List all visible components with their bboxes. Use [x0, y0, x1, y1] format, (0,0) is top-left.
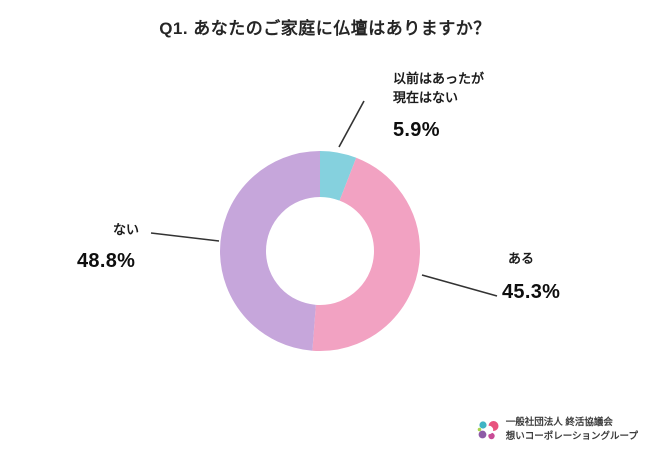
org-name: 一般社団法人 終活協議会 想いコーポレーショングループ [506, 416, 638, 445]
org-logo-icon [477, 420, 499, 439]
donut-segments [220, 151, 420, 351]
segment-value-prev: 5.9% [393, 119, 440, 141]
org-logo: 一般社団法人 終活協議会 想いコーポレーショングループ [475, 416, 638, 445]
callout-line-prev [338, 100, 365, 148]
callout-line-yes [421, 274, 498, 297]
segment-label-yes: ある [508, 251, 535, 266]
callout-line-no [150, 232, 220, 242]
chart-title: Q1. あなたのご家庭に仏壇はありますか？ [159, 19, 491, 38]
org-name-line2: 想いコーポレーショングループ [505, 430, 638, 442]
segment-value-no: 48.8% [77, 250, 136, 272]
org-name-line1: 一般社団法人 終活協議会 [505, 416, 613, 428]
segment-value-yes: 45.3% [502, 281, 561, 303]
donut-segment-1 [220, 151, 420, 351]
donut-segment-2 [220, 151, 420, 351]
segment-label-no: ない [113, 222, 140, 237]
segment-label-prev: 以前はあったが 現在はない [393, 71, 485, 105]
